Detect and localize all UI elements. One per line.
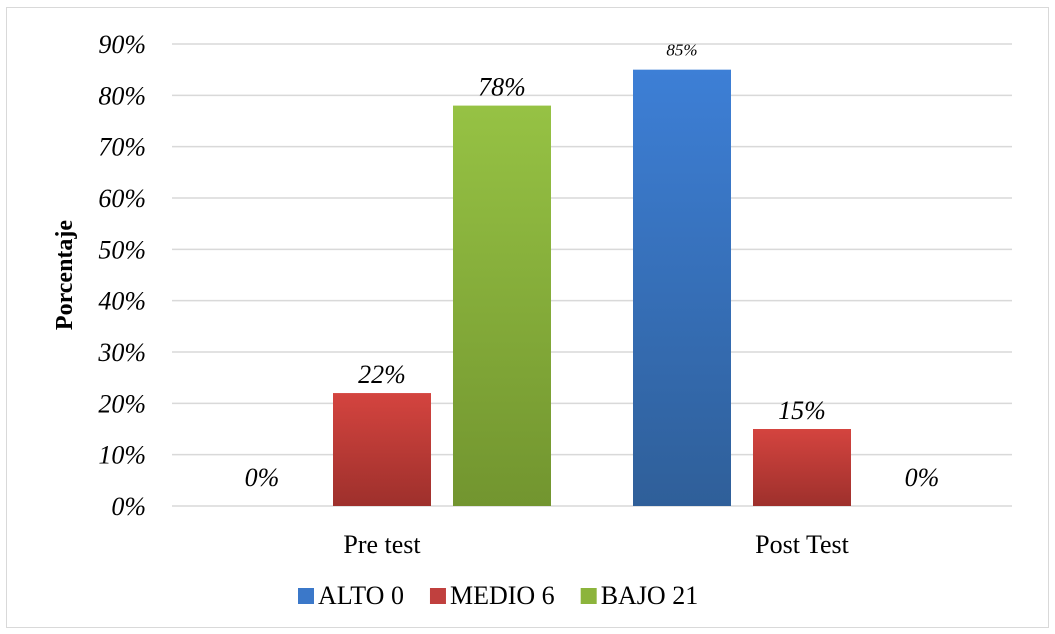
data-label: 0%	[245, 463, 280, 492]
y-tick-label: 40%	[98, 287, 146, 316]
y-tick-label: 80%	[98, 81, 146, 110]
data-label: 22%	[358, 360, 406, 389]
bar-medio-6-0	[333, 393, 431, 506]
y-axis-title: Porcentaje	[52, 220, 78, 331]
y-tick-label: 10%	[98, 441, 146, 470]
y-tick-label: 90%	[98, 30, 146, 59]
y-tick-label: 20%	[98, 389, 146, 418]
data-label: 78%	[478, 73, 526, 102]
y-tick-label: 50%	[98, 235, 146, 264]
data-label: 85%	[666, 41, 697, 60]
legend-label: BAJO 21	[601, 581, 699, 610]
y-tick-label: 30%	[97, 338, 146, 367]
legend-label: ALTO 0	[318, 581, 404, 610]
y-tick-label: 60%	[98, 184, 146, 213]
data-label: 15%	[778, 396, 826, 425]
legend-swatch	[580, 588, 597, 604]
bar-alto-0-1	[633, 69, 731, 507]
legend-swatch	[298, 588, 314, 604]
legend-label: MEDIO 6	[450, 581, 555, 610]
bar-medio-6-1	[753, 429, 851, 506]
y-tick-label: 70%	[98, 133, 146, 162]
x-category-label: Post Test	[755, 530, 850, 559]
x-category-label: Pre test	[343, 530, 421, 559]
data-label: 0%	[905, 463, 940, 492]
y-tick-label: 0%	[111, 492, 146, 521]
bar-bajo-21-0	[453, 105, 551, 506]
legend-swatch	[429, 588, 446, 604]
